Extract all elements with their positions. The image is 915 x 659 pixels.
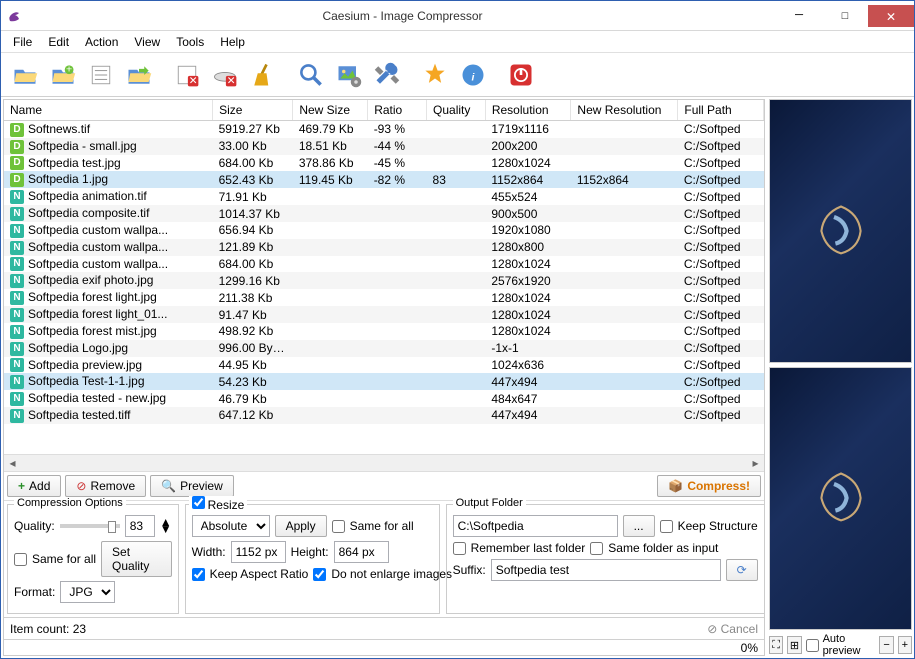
zoom-out-icon[interactable]: − — [879, 636, 893, 654]
table-row[interactable]: NSoftpedia animation.tif71.91 Kb455x524C… — [4, 188, 764, 205]
column-header[interactable]: New Size — [293, 100, 368, 121]
table-row[interactable]: NSoftpedia custom wallpa...121.89 Kb1280… — [4, 239, 764, 256]
resize-group: Resize Absolute Apply Same for all Width… — [185, 504, 440, 614]
refresh-suffix-button[interactable]: ⟳ — [726, 559, 758, 581]
broom-icon[interactable] — [245, 57, 281, 93]
svg-text:✕: ✕ — [227, 74, 236, 86]
output-folder-group: Output Folder ... Keep Structure Remembe… — [446, 504, 765, 614]
table-row[interactable]: NSoftpedia forest light_01...91.47 Kb128… — [4, 306, 764, 323]
menu-file[interactable]: File — [5, 33, 40, 51]
titlebar: Caesium - Image Compressor ─ ☐ ✕ — [1, 1, 914, 31]
table-row[interactable]: NSoftpedia tested - new.jpg46.79 Kb484x6… — [4, 390, 764, 407]
preview-button[interactable]: 🔍Preview — [150, 475, 234, 497]
power-icon[interactable] — [503, 57, 539, 93]
auto-preview-checkbox[interactable] — [806, 639, 819, 652]
quality-input[interactable] — [125, 515, 155, 537]
column-header[interactable]: Name — [4, 100, 213, 121]
quality-label: Quality: — [14, 519, 55, 533]
minimize-button[interactable]: ─ — [776, 5, 822, 27]
resize-checkbox[interactable] — [192, 496, 205, 509]
table-row[interactable]: DSoftpedia 1.jpg652.43 Kb119.45 Kb-82 %8… — [4, 171, 764, 188]
table-row[interactable]: NSoftpedia Test-1-1.jpg54.23 Kb447x494C:… — [4, 373, 764, 390]
menu-help[interactable]: Help — [212, 33, 253, 51]
import-folder-icon[interactable] — [121, 57, 157, 93]
progress-label: 0% — [741, 641, 758, 655]
column-header[interactable]: Full Path — [678, 100, 764, 121]
table-row[interactable]: NSoftpedia custom wallpa...684.00 Kb1280… — [4, 256, 764, 273]
table-row[interactable]: NSoftpedia custom wallpa...656.94 Kb1920… — [4, 222, 764, 239]
close-button[interactable]: ✕ — [868, 5, 914, 27]
no-enlarge-checkbox[interactable] — [313, 568, 326, 581]
table-row[interactable]: NSoftpedia forest light.jpg211.38 Kb1280… — [4, 289, 764, 306]
menu-view[interactable]: View — [126, 33, 168, 51]
svg-text:+: + — [66, 63, 72, 75]
magnifier-icon[interactable] — [293, 57, 329, 93]
add-button[interactable]: +Add — [7, 475, 61, 497]
svg-text:✕: ✕ — [189, 74, 198, 86]
set-quality-button[interactable]: Set Quality — [101, 541, 172, 577]
compression-options-group: Compression Options Quality: ▲▼ Same for… — [7, 504, 179, 614]
menu-edit[interactable]: Edit — [40, 33, 77, 51]
fit-icon[interactable]: ⛶ — [769, 636, 783, 654]
file-table[interactable]: NameSizeNew SizeRatioQualityResolutionNe… — [4, 100, 764, 424]
cancel-button[interactable]: ⊘ Cancel — [707, 622, 758, 636]
table-row[interactable]: NSoftpedia forest mist.jpg498.92 Kb1280x… — [4, 323, 764, 340]
actual-size-icon[interactable]: ⊞ — [787, 636, 801, 654]
open-folder-icon[interactable]: + — [45, 57, 81, 93]
column-header[interactable]: Size — [213, 100, 293, 121]
info-icon[interactable]: i — [455, 57, 491, 93]
width-input[interactable] — [231, 541, 286, 563]
open-file-icon[interactable] — [7, 57, 43, 93]
compress-button[interactable]: 📦Compress! — [657, 475, 761, 497]
output-path-input[interactable] — [453, 515, 618, 537]
menu-tools[interactable]: Tools — [168, 33, 212, 51]
table-row[interactable]: NSoftpedia Logo.jpg996.00 Bytes-1x-1C:/S… — [4, 340, 764, 357]
column-header[interactable]: Quality — [427, 100, 486, 121]
column-header[interactable]: Ratio — [368, 100, 427, 121]
star-icon[interactable] — [417, 57, 453, 93]
zoom-in-icon[interactable]: + — [898, 636, 912, 654]
toolbar: + ✕ ✕ i — [1, 53, 914, 97]
browse-button[interactable]: ... — [623, 515, 655, 537]
table-row[interactable]: NSoftpedia composite.tif1014.37 Kb900x50… — [4, 205, 764, 222]
menu-action[interactable]: Action — [77, 33, 126, 51]
same-folder-checkbox[interactable] — [590, 542, 603, 555]
disk-remove-icon[interactable]: ✕ — [207, 57, 243, 93]
resize-same-checkbox[interactable] — [332, 520, 345, 533]
column-header[interactable]: Resolution — [485, 100, 571, 121]
app-icon — [7, 8, 23, 24]
column-header[interactable]: New Resolution — [571, 100, 678, 121]
preview-original — [769, 99, 912, 363]
keep-structure-checkbox[interactable] — [660, 520, 673, 533]
format-select[interactable]: JPG — [60, 581, 115, 603]
resize-mode-select[interactable]: Absolute — [192, 515, 270, 537]
table-row[interactable]: DSoftnews.tif5919.27 Kb469.79 Kb-93 %171… — [4, 121, 764, 138]
horizontal-scrollbar[interactable]: ◂▸ — [4, 454, 764, 471]
same-for-all-checkbox[interactable] — [14, 553, 27, 566]
remember-folder-checkbox[interactable] — [453, 542, 466, 555]
maximize-button[interactable]: ☐ — [822, 5, 868, 27]
image-gear-icon[interactable] — [331, 57, 367, 93]
table-row[interactable]: DSoftpedia - small.jpg33.00 Kb18.51 Kb-4… — [4, 138, 764, 155]
table-row[interactable]: NSoftpedia exif photo.jpg1299.16 Kb2576x… — [4, 272, 764, 289]
suffix-input[interactable] — [491, 559, 721, 581]
format-label: Format: — [14, 585, 55, 599]
apply-button[interactable]: Apply — [275, 515, 327, 537]
preview-compressed — [769, 367, 912, 631]
table-row[interactable]: NSoftpedia tested.tiff647.12 Kb447x494C:… — [4, 407, 764, 424]
table-row[interactable]: NSoftpedia preview.jpg44.95 Kb1024x636C:… — [4, 357, 764, 374]
window-title: Caesium - Image Compressor — [29, 9, 776, 23]
list-icon[interactable] — [83, 57, 119, 93]
height-input[interactable] — [334, 541, 389, 563]
keep-aspect-checkbox[interactable] — [192, 568, 205, 581]
menubar: FileEditActionViewToolsHelp — [1, 31, 914, 53]
quality-slider[interactable] — [60, 524, 120, 528]
remove-button[interactable]: ⊘Remove — [65, 475, 146, 497]
table-row[interactable]: DSoftpedia test.jpg684.00 Kb378.86 Kb-45… — [4, 155, 764, 172]
remove-file-icon[interactable]: ✕ — [169, 57, 205, 93]
tools-icon[interactable] — [369, 57, 405, 93]
item-count-label: Item count: 23 — [10, 622, 86, 636]
